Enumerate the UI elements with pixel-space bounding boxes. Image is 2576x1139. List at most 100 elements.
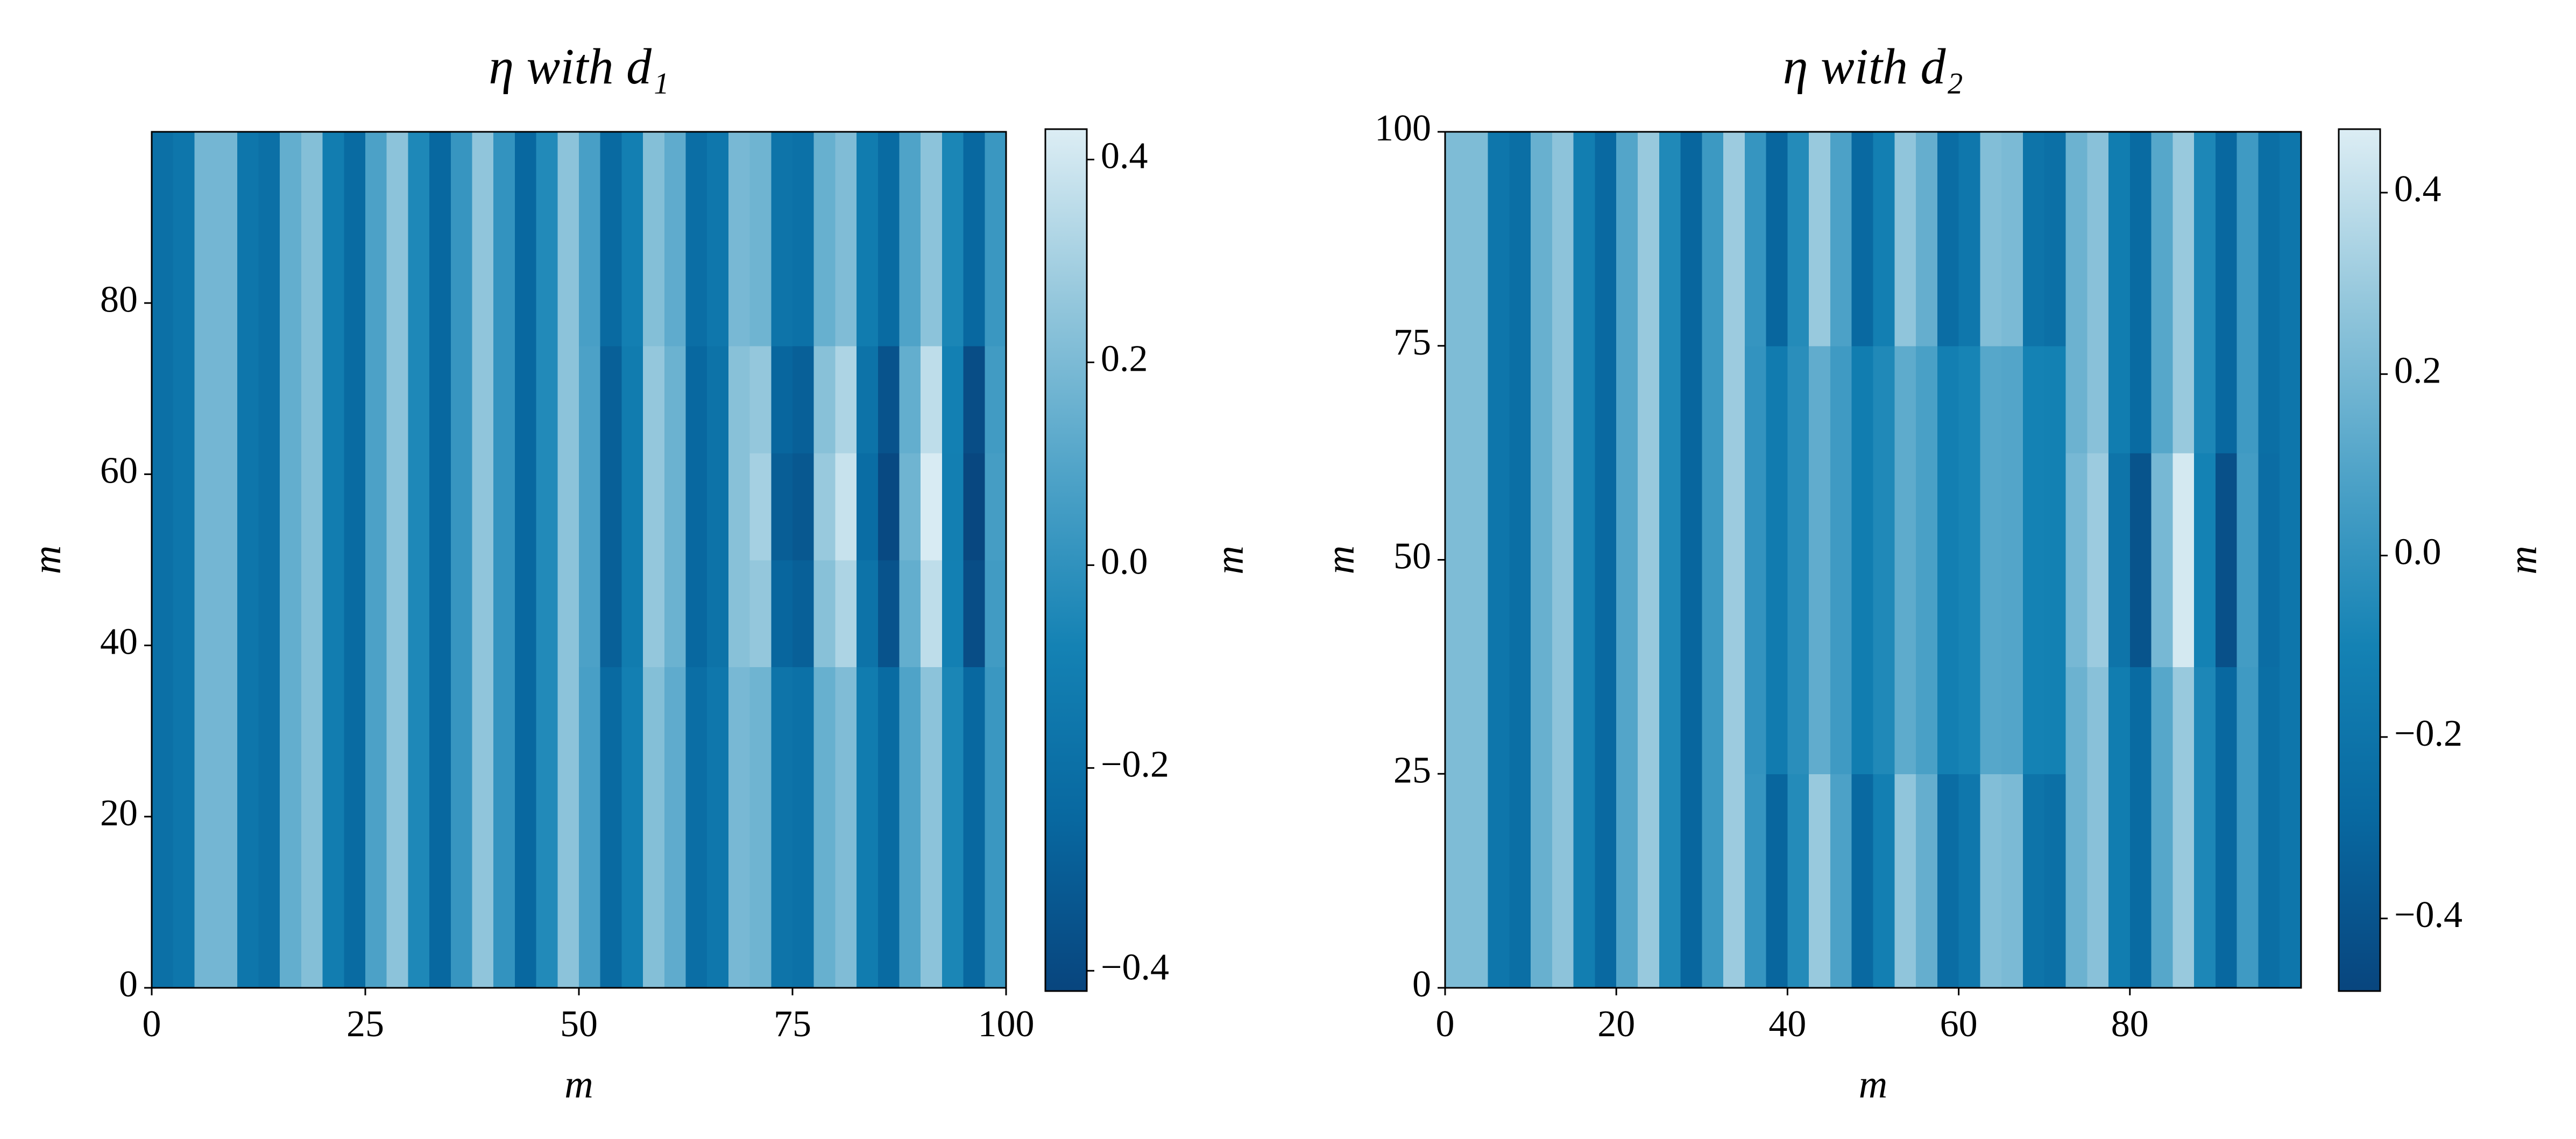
heatmap-cell: [985, 345, 1007, 454]
heatmap-cell: [344, 452, 366, 561]
heatmap-cell: [1980, 667, 2002, 775]
heatmap-cell: [344, 345, 366, 454]
heatmap-cell: [536, 452, 558, 561]
heatmap-cell: [1616, 667, 1638, 775]
heatmap-cell: [2151, 452, 2174, 561]
heatmap-cell: [2151, 238, 2174, 346]
heatmap-cell: [344, 667, 366, 775]
heatmap-cell: [450, 452, 473, 561]
heatmap-cell: [643, 774, 665, 881]
heatmap-cell: [621, 667, 643, 775]
heatmap-cell: [707, 132, 729, 239]
heatmap-cell: [813, 345, 836, 454]
heatmap-cell: [877, 132, 900, 239]
heatmap-cell: [1637, 132, 1660, 239]
heatmap-cell: [2001, 881, 2023, 988]
heatmap-cell: [514, 238, 537, 346]
heatmap-cell: [1445, 238, 1467, 346]
heatmap-cell: [2194, 774, 2216, 881]
heatmap-cell: [216, 881, 238, 988]
heatmap-cell: [942, 452, 964, 561]
heatmap-cell: [301, 774, 323, 881]
heatmap-cell: [514, 132, 537, 239]
heatmap-cell: [514, 881, 537, 988]
heatmap-cell: [1466, 560, 1489, 668]
heatmap-cell: [899, 238, 921, 346]
heatmap-cell: [1980, 132, 2002, 239]
heatmap-cell: [600, 667, 622, 775]
heatmap-cell: [1809, 345, 1831, 454]
heatmap-cell: [1680, 881, 1703, 988]
heatmap-cell: [1937, 560, 1959, 668]
heatmap-cell: [1488, 452, 1510, 561]
heatmap-cell: [152, 667, 174, 775]
heatmap-cell: [600, 560, 622, 668]
heatmap-cell: [322, 345, 345, 454]
heatmap-cell: [344, 881, 366, 988]
heatmap-cell: [1980, 881, 2002, 988]
heatmap-cell: [1702, 667, 1724, 775]
heatmap-cell: [301, 345, 323, 454]
heatmap-cell: [493, 881, 515, 988]
heatmap-cell: [344, 774, 366, 881]
heatmap-cell: [2087, 667, 2109, 775]
heatmap-cell: [857, 667, 879, 775]
heatmap-cell: [1980, 452, 2002, 561]
heatmap-cell: [2044, 238, 2067, 346]
heatmap-cell: [1787, 667, 1809, 775]
heatmap-cell: [408, 345, 430, 454]
heatmap-cell: [1958, 452, 1981, 561]
heatmap-cell: [2087, 452, 2109, 561]
heatmap-cell: [749, 238, 772, 346]
heatmap-cell: [493, 560, 515, 668]
heatmap-cell: [1680, 452, 1703, 561]
heatmap-cell: [2215, 560, 2238, 668]
heatmap-cell: [280, 238, 302, 346]
heatmap-cell: [579, 132, 601, 239]
heatmap-cell: [237, 132, 259, 239]
heatmap-cell: [1894, 881, 1916, 988]
heatmap-cell: [1659, 238, 1681, 346]
heatmap-cell: [1488, 667, 1510, 775]
heatmap-cell: [1744, 667, 1767, 775]
heatmap-cell: [1659, 560, 1681, 668]
heatmap-cell: [472, 881, 494, 988]
heatmap-cell: [429, 238, 451, 346]
heatmap-cell: [1787, 560, 1809, 668]
heatmap-cell: [771, 238, 793, 346]
heatmap-cell: [813, 238, 836, 346]
heatmap-cell: [877, 238, 900, 346]
heatmap-cell: [749, 132, 772, 239]
heatmap-cell: [877, 667, 900, 775]
heatmap-cell: [1552, 881, 1574, 988]
heatmap-cell: [1659, 881, 1681, 988]
heatmap-cell: [2280, 132, 2302, 239]
heatmap-cell: [1744, 132, 1767, 239]
heatmap-cell: [1488, 560, 1510, 668]
heatmap-cell: [857, 345, 879, 454]
heatmap-cell: [1958, 238, 1981, 346]
heatmap-cell: [1702, 452, 1724, 561]
heatmap-cell: [173, 881, 195, 988]
heatmap-cell: [728, 345, 751, 454]
heatmap-cell: [2280, 452, 2302, 561]
heatmap-cell: [1445, 667, 1467, 775]
heatmap-cell: [2001, 774, 2023, 881]
heatmap-cell: [1873, 560, 1895, 668]
heatmap-cell: [1552, 667, 1574, 775]
heatmap-cell: [2044, 667, 2067, 775]
heatmap-cell: [2108, 345, 2131, 454]
colorbar-tick-label: 0.0: [1101, 541, 1148, 582]
heatmap-cell: [2151, 132, 2174, 239]
heatmap-cell: [1531, 452, 1553, 561]
heatmap-cell: [1552, 452, 1574, 561]
x-tick-label: 25: [346, 1003, 384, 1045]
heatmap-cell: [2194, 881, 2216, 988]
heatmap-cell: [579, 774, 601, 881]
heatmap-cell: [194, 667, 216, 775]
heatmap-cell: [2065, 132, 2088, 239]
heatmap-cell: [1766, 667, 1788, 775]
heatmap-cell: [2151, 560, 2174, 668]
heatmap-cell: [493, 774, 515, 881]
heatmap-cell: [2258, 345, 2281, 454]
